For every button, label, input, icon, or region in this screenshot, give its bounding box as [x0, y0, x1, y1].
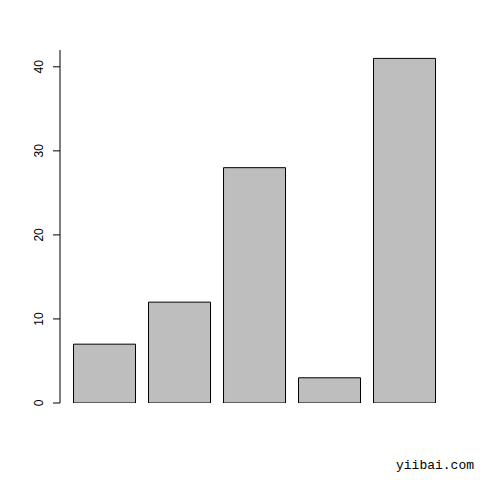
- svg-text:30: 30: [32, 144, 46, 158]
- svg-text:10: 10: [32, 312, 46, 326]
- svg-text:20: 20: [32, 228, 46, 242]
- svg-text:0: 0: [32, 399, 46, 406]
- html-text:yiibai.com: yiibai.com: [396, 458, 474, 473]
- svg-text:40: 40: [32, 60, 46, 74]
